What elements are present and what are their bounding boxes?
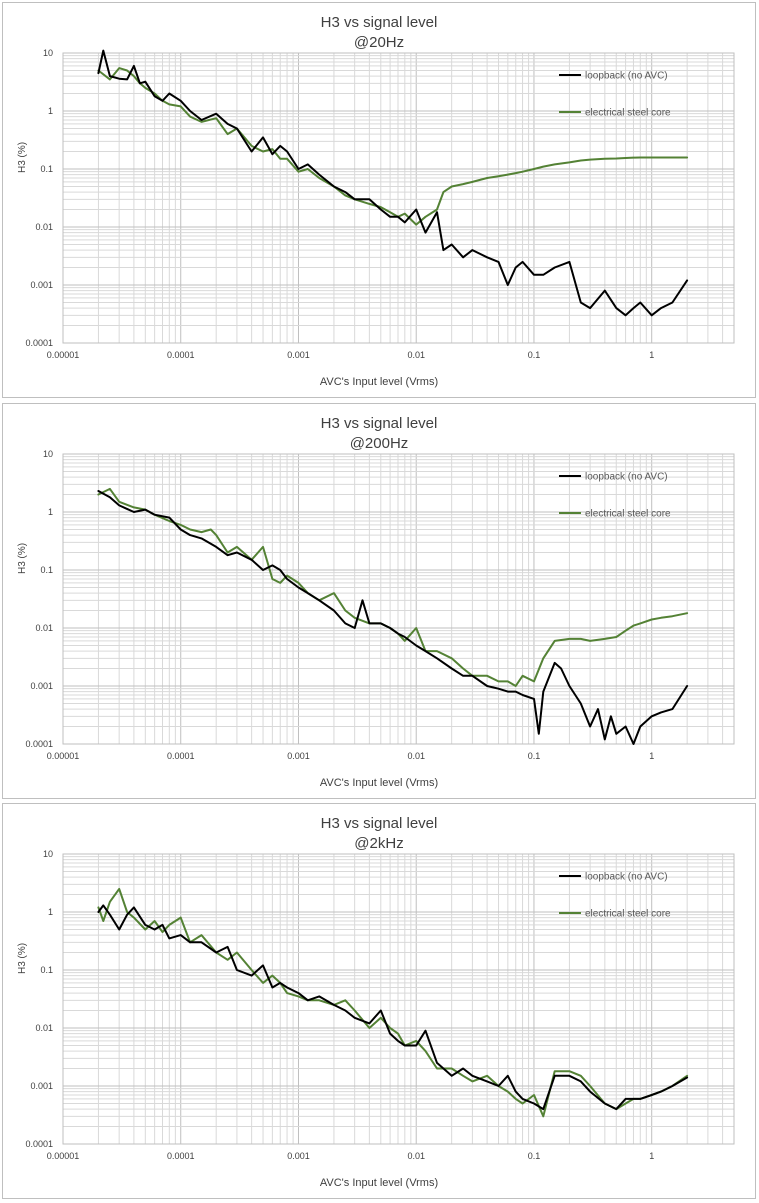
legend-label: electrical steel core	[585, 509, 671, 520]
x-axis-label: AVC's Input level (Vrms)	[319, 376, 439, 388]
plot-border	[62, 453, 735, 745]
x-tick-label: 0.1	[528, 751, 541, 761]
y-tick-label: 10	[43, 849, 53, 859]
y-tick-label: 10	[43, 449, 53, 459]
series-line-loopback-no-avc-	[97, 904, 689, 1111]
chart-subtitle: @20Hz	[353, 34, 405, 51]
y-tick-label: 0.01	[35, 1023, 53, 1033]
y-tick-label: 0.01	[35, 623, 53, 633]
series-line-loopback-no-avc-	[97, 49, 689, 317]
grid	[62, 853, 735, 1145]
x-tick-label: 1	[649, 751, 654, 761]
x-tick-label: 0.0001	[167, 350, 195, 360]
plot-border	[62, 853, 735, 1145]
chart-subtitle: @200Hz	[349, 435, 409, 452]
chart-panel-2khz: H3 vs signal level @2kHz H3 (%) AVC's In…	[2, 803, 756, 1199]
legend-label: loopback (no AVC)	[585, 472, 668, 483]
chart-title: H3 vs signal level	[320, 415, 438, 432]
legend-label: electrical steel core	[585, 108, 671, 119]
y-tick-label: 1	[48, 507, 53, 517]
x-axis-label: AVC's Input level (Vrms)	[319, 1177, 439, 1189]
y-tick-label: 0.0001	[25, 739, 53, 749]
y-tick-label: 0.0001	[25, 338, 53, 348]
series-line-electrical-steel-core	[97, 67, 689, 226]
x-tick-label: 0.01	[407, 1151, 425, 1161]
x-tick-label: 0.00001	[47, 1151, 80, 1161]
y-tick-label: 0.1	[40, 965, 53, 975]
x-tick-label: 0.00001	[47, 350, 80, 360]
x-tick-label: 0.001	[287, 350, 310, 360]
chart-title: H3 vs signal level	[320, 815, 438, 832]
y-tick-label: 0.1	[40, 164, 53, 174]
plot-border	[62, 52, 735, 344]
x-tick-label: 0.00001	[47, 751, 80, 761]
y-tick-label: 1	[48, 106, 53, 116]
x-tick-label: 0.001	[287, 751, 310, 761]
chart-subtitle: @2kHz	[354, 835, 404, 852]
chart-plot-area: 0.00001 0.0001 0.001 0.01 0.1 1 10 1 0.1 0.01 0.00…	[25, 449, 735, 761]
x-tick-label: 0.0001	[167, 751, 195, 761]
chart-title: H3 vs signal level	[320, 14, 438, 31]
y-tick-label: 0.001	[30, 681, 53, 691]
x-tick-label: 0.1	[528, 1151, 541, 1161]
y-tick-label: 0.001	[30, 280, 53, 290]
grid	[62, 52, 735, 344]
x-tick-label: 0.1	[528, 350, 541, 360]
x-tick-label: 1	[649, 1151, 654, 1161]
legend-label: electrical steel core	[585, 909, 671, 920]
x-tick-label: 0.01	[407, 751, 425, 761]
y-tick-label: 10	[43, 48, 53, 58]
grid	[62, 453, 735, 745]
legend-label: loopback (no AVC)	[585, 71, 668, 82]
chart-plot-area: 0.00001 0.0001 0.001 0.01 0.1 1 10 1 0.1 0.01 0.00…	[25, 849, 735, 1161]
x-tick-label: 1	[649, 350, 654, 360]
x-tick-label: 0.001	[287, 1151, 310, 1161]
y-tick-label: 1	[48, 907, 53, 917]
x-axis-label: AVC's Input level (Vrms)	[319, 777, 439, 789]
y-tick-label: 0.1	[40, 565, 53, 575]
series-line-electrical-steel-core	[97, 887, 689, 1118]
series-line-loopback-no-avc-	[97, 490, 689, 745]
y-tick-label: 0.0001	[25, 1139, 53, 1149]
legend-label: loopback (no AVC)	[585, 872, 668, 883]
chart-panel-200hz: H3 vs signal level @200Hz H3 (%) AVC's I…	[2, 403, 756, 799]
chart-panel-20hz: H3 vs signal level @20Hz H3 (%) AVC's In…	[2, 2, 756, 398]
x-tick-label: 0.0001	[167, 1151, 195, 1161]
chart-plot-area: 0.00001 0.0001 0.001 0.01 0.1 1 10 1 0.1 0.01 0.00…	[25, 48, 735, 360]
x-tick-label: 0.01	[407, 350, 425, 360]
y-tick-label: 0.01	[35, 222, 53, 232]
y-tick-label: 0.001	[30, 1081, 53, 1091]
